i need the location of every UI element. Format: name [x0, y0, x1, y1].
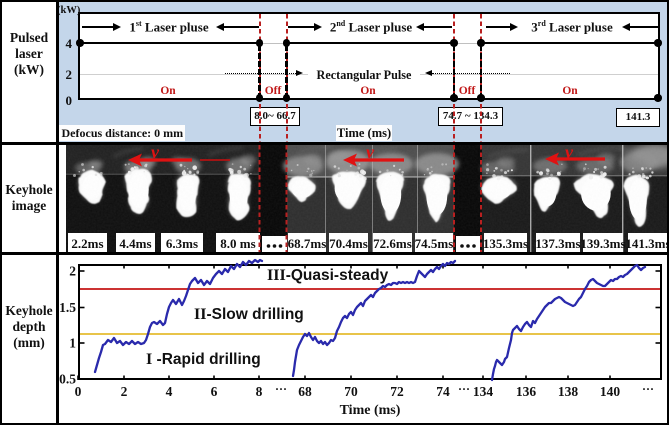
svg-text:136: 136 [516, 384, 537, 399]
svg-text:1.5: 1.5 [59, 300, 76, 315]
svg-text:1: 1 [69, 336, 76, 351]
svg-text:4.4ms: 4.4ms [119, 236, 151, 251]
svg-text:2: 2 [69, 264, 76, 279]
svg-text:72.6ms: 72.6ms [373, 236, 412, 251]
svg-text:v: v [565, 145, 574, 162]
svg-text:140: 140 [600, 384, 621, 399]
svg-text:2: 2 [121, 384, 128, 399]
svg-text:8: 8 [256, 384, 263, 399]
svg-text:70: 70 [344, 384, 358, 399]
svg-text:···: ··· [642, 382, 654, 396]
svg-text:8.0 ms: 8.0 ms [220, 236, 255, 251]
svg-text:68.7ms: 68.7ms [288, 236, 327, 251]
svg-text:···: ··· [275, 382, 287, 396]
svg-text:72: 72 [390, 384, 404, 399]
svg-text:74: 74 [436, 384, 450, 399]
svg-text:2.2ms: 2.2ms [71, 236, 103, 251]
svg-text:6.3ms: 6.3ms [166, 236, 198, 251]
svg-text:134: 134 [473, 384, 494, 399]
svg-text:141.3ms: 141.3ms [625, 236, 667, 251]
svg-text:0: 0 [75, 384, 82, 399]
svg-text:137.3ms: 137.3ms [535, 236, 580, 251]
svg-text:v: v [151, 145, 160, 162]
svg-text:74.5ms: 74.5ms [415, 236, 454, 251]
svg-text:···: ··· [458, 382, 470, 396]
svg-text:v: v [366, 145, 375, 162]
svg-text:4: 4 [166, 384, 173, 399]
svg-text:70.4ms: 70.4ms [329, 236, 368, 251]
svg-text:6: 6 [211, 384, 218, 399]
svg-text:135.3ms: 135.3ms [483, 236, 528, 251]
svg-text:68: 68 [298, 384, 312, 399]
svg-text:138: 138 [558, 384, 579, 399]
svg-text:139.3ms: 139.3ms [580, 236, 625, 251]
svg-text:0.5: 0.5 [59, 372, 76, 387]
